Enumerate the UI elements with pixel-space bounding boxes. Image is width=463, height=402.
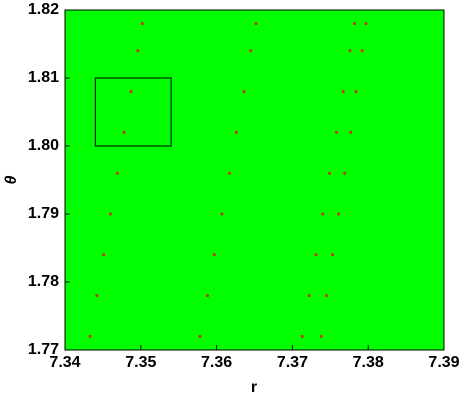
point [343,171,347,175]
point [227,171,231,175]
point [95,294,99,298]
point [349,130,353,134]
point [102,253,106,257]
y-axis-label: θ [3,175,20,184]
point [307,294,311,298]
point [88,334,92,338]
point [319,334,323,338]
point [325,294,329,298]
point [364,22,368,26]
point [206,294,210,298]
point [334,130,338,134]
x-tick-label: 7.39 [428,354,459,371]
point [129,90,133,94]
point [115,171,119,175]
x-tick-label: 7.37 [277,354,308,371]
y-tick-label: 1.81 [28,69,59,86]
point [212,253,216,257]
point [234,130,238,134]
x-tick-label: 7.34 [49,354,80,371]
x-tick-label: 7.35 [125,354,156,371]
point [249,49,253,53]
plot-frame [64,9,445,351]
point [348,49,352,53]
point [337,212,341,216]
y-tick-label: 1.80 [28,137,59,154]
point [108,212,112,216]
point [360,49,364,53]
point [136,49,140,53]
point [341,90,345,94]
y-tick-label: 1.77 [28,341,59,358]
point [331,253,335,257]
point [220,212,224,216]
x-axis-label: r [251,379,257,396]
point [321,212,325,216]
highlight-box [94,77,172,147]
y-tick-label: 1.78 [28,273,59,290]
point [122,130,126,134]
point [140,22,144,26]
plot-background [65,10,444,350]
point [198,334,202,338]
point [353,22,357,26]
point [300,334,304,338]
y-tick-label: 1.79 [28,205,59,222]
x-tick-label: 7.36 [201,354,232,371]
point [242,90,246,94]
point [354,90,358,94]
point [254,22,258,26]
y-tick-label: 1.82 [28,1,59,18]
point [314,253,318,257]
point [328,171,332,175]
x-tick-label: 7.38 [353,354,384,371]
